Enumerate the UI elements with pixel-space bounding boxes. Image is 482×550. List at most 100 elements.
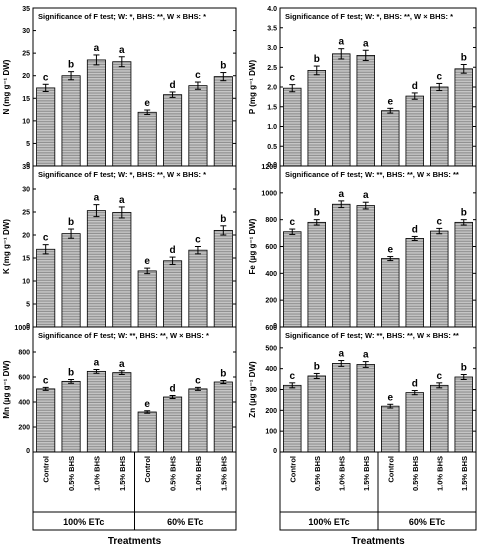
category-label: 1.0% BHS xyxy=(435,456,444,491)
significance-letter: b xyxy=(220,214,226,225)
y-tick-label: 2.0 xyxy=(267,85,277,92)
f-test-annotation: Significance of F test; W: **, BHS: **, … xyxy=(285,170,459,179)
bar xyxy=(61,233,81,328)
significance-letter: e xyxy=(144,98,150,109)
category-label: 0.5% BHS xyxy=(169,456,178,491)
bar xyxy=(112,372,132,453)
significance-letter: c xyxy=(43,375,49,386)
bar xyxy=(454,221,473,328)
group-label: 60% ETc xyxy=(409,517,445,527)
significance-letter: a xyxy=(363,38,369,49)
bar xyxy=(332,203,351,328)
significance-letter: a xyxy=(363,190,369,201)
y-tick-label: 600 xyxy=(18,375,30,382)
category-label: Control xyxy=(288,456,297,483)
y-tick-label: 0 xyxy=(26,162,30,169)
bar xyxy=(332,53,351,167)
bar xyxy=(283,231,302,328)
bar xyxy=(430,86,449,167)
f-test-annotation: Significance of F test; W: **, BHS: **, … xyxy=(285,331,459,340)
y-tick-label: 0 xyxy=(273,323,277,330)
bar xyxy=(137,270,157,328)
bar xyxy=(188,249,208,328)
panel-5: 0 200 400 600 800 1000 c b a a e d c b Significance of… xyxy=(2,325,237,455)
panel-1: 0 5 10 15 20 25 30 35 c b a a e d c b Significance of F … xyxy=(2,6,237,169)
y-tick-label: 800 xyxy=(265,217,277,224)
bar xyxy=(356,364,375,453)
category-label: 1.5% BHS xyxy=(460,456,469,491)
significance-letter: e xyxy=(387,96,393,107)
y-tick-label: 600 xyxy=(265,244,277,251)
significance-letter: e xyxy=(387,245,393,256)
y-tick-label: 15 xyxy=(22,256,30,263)
significance-letter: a xyxy=(119,195,125,206)
significance-letter: a xyxy=(119,359,125,370)
bar xyxy=(356,55,375,167)
category-label: 0.5% BHS xyxy=(411,456,420,491)
bar xyxy=(356,205,375,328)
y-tick-label: 400 xyxy=(18,400,30,407)
significance-letter: b xyxy=(220,61,226,72)
f-test-annotation: Significance of F test; W: *, BHS: **, W… xyxy=(285,12,453,21)
bar xyxy=(163,260,183,328)
y-tick-label: 200 xyxy=(18,425,30,432)
significance-letter: d xyxy=(170,384,176,395)
y-tick-label: 25 xyxy=(22,51,30,58)
significance-letter: c xyxy=(289,371,295,382)
significance-letter: b xyxy=(68,217,74,228)
bar xyxy=(381,405,400,453)
category-label: Control xyxy=(386,456,395,483)
bar xyxy=(86,210,106,328)
y-tick-label: 1000 xyxy=(14,325,30,332)
y-tick-label: 35 xyxy=(22,164,30,171)
significance-letter: b xyxy=(461,208,467,219)
x-axis-title: Treatments xyxy=(108,536,162,547)
significance-letter: b xyxy=(68,368,74,379)
y-tick-label: 3.5 xyxy=(267,25,277,32)
significance-letter: d xyxy=(412,379,418,390)
group-label: 100% ETc xyxy=(63,517,104,527)
y-tick-label: 30 xyxy=(22,28,30,35)
significance-letter: a xyxy=(338,189,344,200)
bar xyxy=(112,61,132,167)
significance-letter: b xyxy=(68,60,74,71)
y-tick-label: 300 xyxy=(265,387,277,394)
bar xyxy=(307,221,326,328)
significance-letter: e xyxy=(144,399,150,410)
bar xyxy=(188,388,208,453)
significance-letter: b xyxy=(314,54,320,65)
significance-letter: a xyxy=(338,37,344,48)
y-axis-label: P (mg g⁻¹ DW) xyxy=(248,60,257,115)
bar xyxy=(405,392,424,453)
significance-letter: c xyxy=(43,233,49,244)
significance-letter: c xyxy=(195,70,201,81)
y-tick-label: 0.5 xyxy=(267,144,277,151)
f-test-annotation: Significance of F test; W: **, BHS: **, … xyxy=(38,331,209,340)
bar xyxy=(36,87,56,167)
y-tick-label: 25 xyxy=(22,210,30,217)
significance-letter: b xyxy=(314,361,320,372)
bar xyxy=(405,95,424,167)
bar xyxy=(213,76,233,167)
significance-letter: b xyxy=(220,369,226,380)
significance-letter: a xyxy=(94,358,100,369)
bar xyxy=(283,87,302,167)
bar xyxy=(61,75,81,167)
significance-letter: c xyxy=(436,71,442,82)
x-axis-column-1: Control 0.5% BHS 1.0% BHS 1.5% BHS Control 0.… xyxy=(32,451,237,547)
y-tick-label: 200 xyxy=(265,408,277,415)
significance-letter: c xyxy=(289,73,295,84)
panel-4: 0 200 400 600 800 1000 1200 c b a a e d c b Significanc… xyxy=(248,164,477,330)
bar xyxy=(307,70,326,167)
f-test-annotation: Significance of F test; W: *, BHS: **, W… xyxy=(38,170,206,179)
bar xyxy=(381,110,400,167)
bar xyxy=(454,68,473,167)
y-tick-label: 15 xyxy=(22,96,30,103)
y-tick-label: 1200 xyxy=(261,164,277,171)
y-tick-label: 100 xyxy=(265,429,277,436)
y-tick-label: 3.0 xyxy=(267,45,277,52)
bar xyxy=(188,85,208,167)
panel-3: 0 5 10 15 20 25 30 35 c b a a e d c b Significance of F … xyxy=(2,164,237,330)
significance-letter: b xyxy=(314,208,320,219)
